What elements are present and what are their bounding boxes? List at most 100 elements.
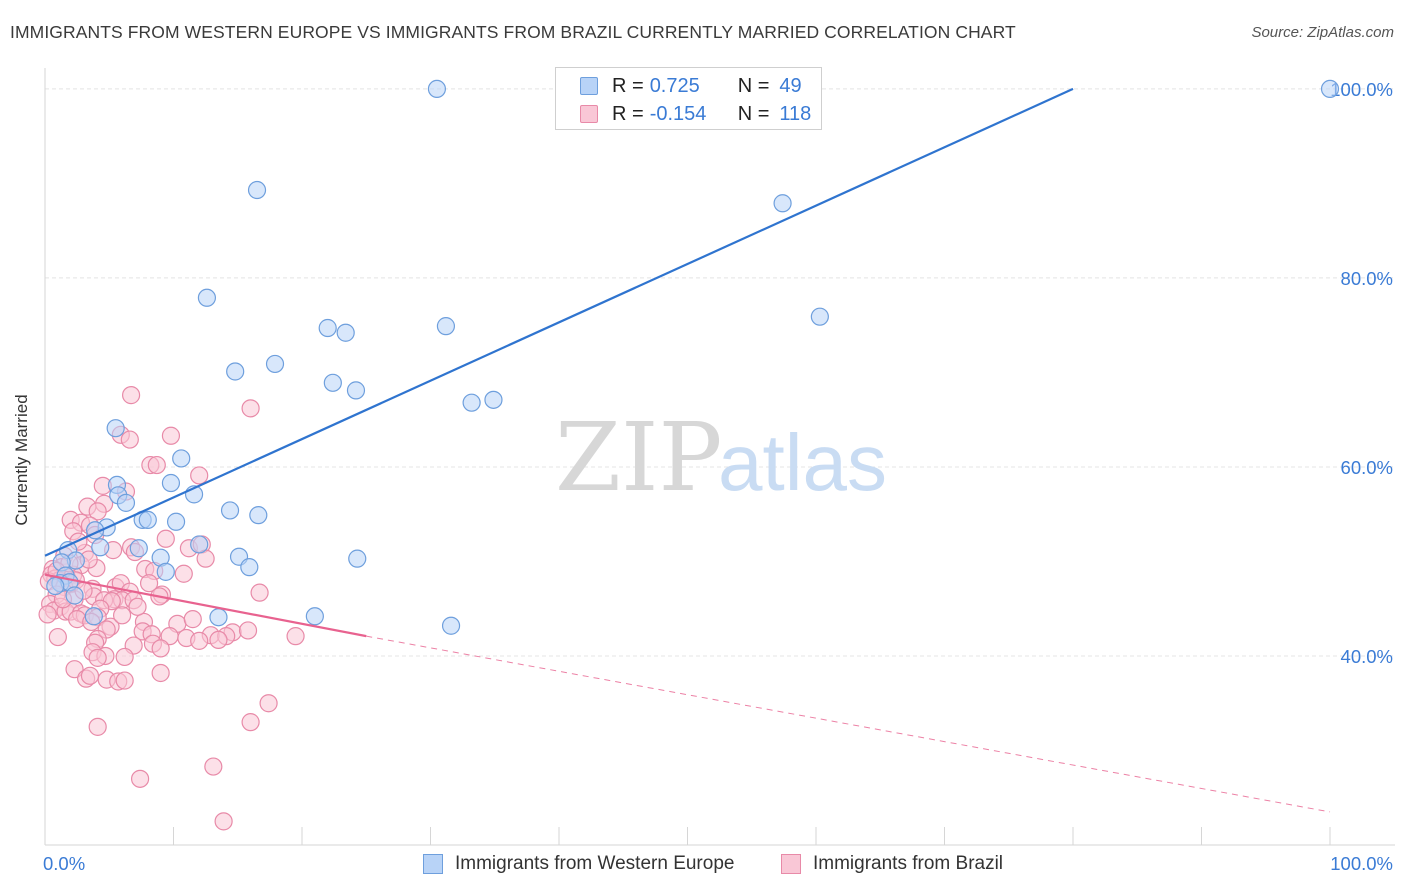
y-axis-label-wrap: Currently Married (2, 300, 42, 620)
point-brazil (250, 583, 269, 602)
point-western-europe (436, 317, 456, 336)
point-brazil (286, 627, 305, 646)
point-western-europe (116, 493, 136, 512)
watermark-zip: ZIP (555, 403, 722, 513)
point-brazil (161, 426, 181, 445)
point-western-europe (810, 307, 829, 326)
point-western-europe (249, 506, 268, 525)
trend-line-brazil (44, 573, 367, 638)
bottom-legend-label: Immigrants from Western Europe (455, 853, 735, 874)
legend-r-value: 0.725 (649, 74, 700, 97)
point-brazil (88, 502, 107, 521)
y-tick-label: 40.0% (1341, 646, 1393, 667)
point-western-europe (427, 79, 447, 99)
correlation-legend: R = 0.725 N = 49 R = -0.154 N = 118 (555, 67, 822, 130)
point-western-europe (336, 323, 355, 342)
point-brazil (128, 597, 147, 616)
bottom-legend-brazil: Immigrants from Brazil (781, 850, 1003, 878)
point-western-europe (318, 318, 337, 338)
point-brazil (88, 648, 107, 667)
point-brazil (80, 666, 100, 685)
source-credit: Source: ZipAtlas.com (1251, 24, 1394, 41)
bottom-legend-western-europe: Immigrants from Western Europe (423, 850, 734, 878)
point-western-europe (348, 549, 367, 568)
point-brazil (115, 647, 134, 667)
point-western-europe (65, 586, 84, 605)
bottom-legend-swatch-blue (423, 854, 443, 874)
y-tick-label: 60.0% (1341, 457, 1393, 478)
point-western-europe (172, 449, 191, 468)
point-brazil (204, 757, 223, 776)
point-western-europe (161, 473, 181, 493)
watermark-atlas: atlas (718, 418, 887, 507)
legend-swatch-blue (580, 77, 598, 95)
point-brazil (241, 399, 260, 418)
trend-line-extension (366, 635, 1331, 813)
point-western-europe (484, 390, 503, 409)
point-western-europe (346, 381, 366, 400)
point-western-europe (91, 538, 110, 557)
point-western-europe (138, 510, 157, 529)
legend-r-label: R = (612, 74, 644, 97)
point-western-europe (265, 354, 285, 374)
x-tick-label: 0.0% (43, 853, 85, 874)
y-axis-label: Currently Married (12, 394, 31, 526)
point-brazil (209, 630, 228, 650)
legend-r-value: -0.154 (649, 102, 707, 125)
point-western-europe (106, 419, 125, 438)
point-western-europe (441, 616, 461, 635)
point-western-europe (240, 558, 259, 577)
point-brazil (38, 605, 57, 624)
point-western-europe (462, 393, 481, 412)
point-brazil (120, 430, 139, 449)
legend-n-label: N = (737, 74, 770, 97)
point-brazil (147, 455, 166, 475)
point-western-europe (129, 539, 148, 558)
legend-n-label: N = (737, 102, 770, 125)
point-brazil (241, 713, 260, 732)
bottom-legend-label: Immigrants from Brazil (813, 853, 1004, 874)
point-western-europe (46, 576, 65, 596)
legend-row-western-europe: R = 0.725 N = 49 (580, 71, 802, 101)
point-brazil (190, 466, 209, 485)
point-western-europe (84, 607, 103, 626)
chart-title: IMMIGRANTS FROM WESTERN EUROPE VS IMMIGR… (10, 22, 1016, 42)
point-western-europe (190, 535, 209, 554)
point-western-europe (197, 288, 217, 307)
x-tick-label: 100.0% (1330, 853, 1393, 874)
point-brazil (183, 610, 202, 629)
bottom-legend-swatch-pink (781, 854, 801, 874)
point-brazil (121, 386, 141, 405)
point-brazil (115, 671, 134, 690)
point-western-europe (166, 512, 186, 531)
point-western-europe (323, 373, 342, 392)
point-brazil (151, 639, 170, 658)
point-brazil (112, 606, 132, 625)
point-brazil (88, 717, 107, 736)
point-brazil (238, 621, 258, 640)
legend-swatch-pink (580, 105, 598, 123)
point-western-europe (220, 501, 240, 520)
point-brazil (156, 529, 175, 548)
point-brazil (151, 663, 170, 683)
legend-n-value: 118 (779, 102, 812, 125)
point-western-europe (209, 608, 228, 627)
point-brazil (139, 574, 159, 593)
point-western-europe (305, 607, 324, 626)
point-brazil (130, 769, 150, 788)
point-western-europe (226, 362, 245, 381)
point-brazil (190, 631, 209, 650)
point-brazil (259, 694, 278, 713)
y-tick-label: 100.0% (1330, 79, 1393, 100)
y-tick-label: 80.0% (1341, 268, 1393, 289)
point-western-europe (1320, 79, 1340, 99)
legend-row-brazil: R = -0.154 N = 118 (580, 99, 811, 129)
trend-line-western-europe (44, 87, 1074, 557)
legend-n-value: 49 (779, 74, 802, 97)
point-brazil (174, 564, 193, 583)
point-brazil (214, 812, 233, 831)
point-western-europe (773, 194, 792, 213)
point-western-europe (247, 180, 267, 200)
point-western-europe (156, 562, 175, 581)
